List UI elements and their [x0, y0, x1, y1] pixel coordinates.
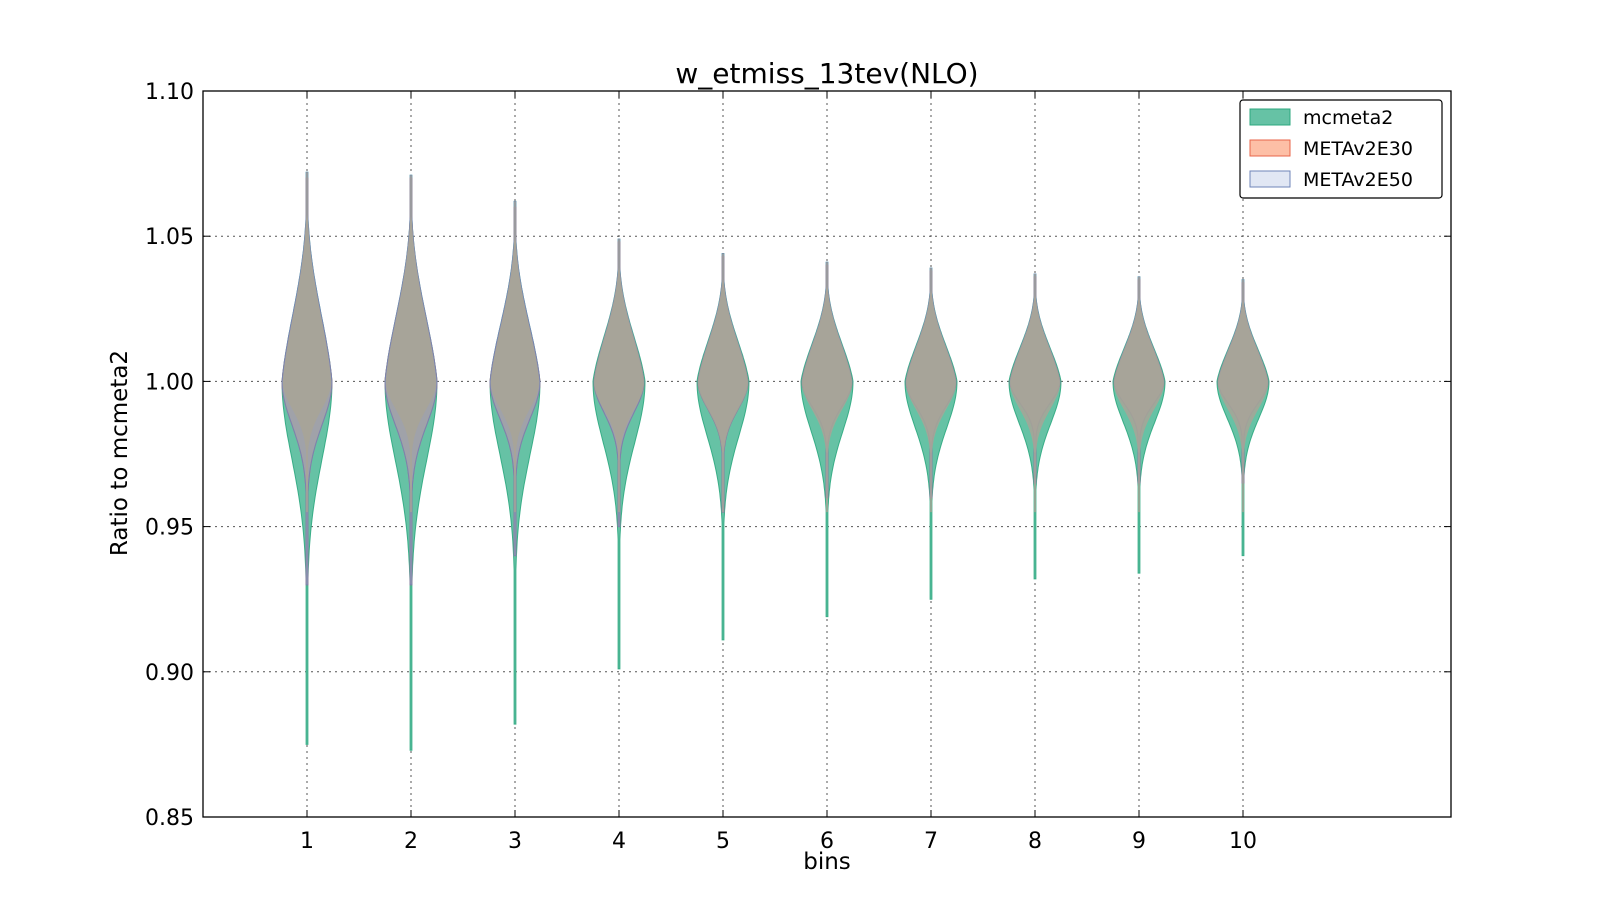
y-axis-label: Ratio to mcmeta2: [107, 350, 133, 556]
legend-swatch-METAv2E30: [1249, 139, 1291, 157]
y-tick-label: 0.95: [145, 516, 194, 541]
legend-swatch-METAv2E50: [1249, 170, 1291, 188]
violin-overlap-bin-1: [282, 172, 332, 513]
x-tick-label: 6: [820, 829, 834, 854]
x-tick-label: 10: [1229, 829, 1257, 854]
legend-label-METAv2E30: METAv2E30: [1303, 138, 1413, 160]
y-tick-label: 1.00: [145, 370, 194, 395]
chart-title: w_etmiss_13tev(NLO): [675, 57, 978, 90]
legend-label-METAv2E50: METAv2E50: [1303, 169, 1413, 191]
x-tick-label: 4: [612, 829, 626, 854]
violin-overlap-bin-3: [490, 201, 540, 513]
axes: 1 2 3 4 5 6 7 8 9 10 0.85 0.90 0.95 1.00 1.05 1.10: [145, 80, 1452, 854]
y-tick-label: 0.85: [145, 806, 194, 831]
legend: mcmeta2 METAv2E30 METAv2E50: [1239, 99, 1443, 199]
x-tick-label: 2: [404, 829, 418, 854]
violin-overlap-bin-8: [1009, 274, 1061, 513]
x-tick-label: 8: [1028, 829, 1042, 854]
violin-overlap-bin-9: [1113, 276, 1165, 513]
x-tick-label: 7: [924, 829, 938, 854]
violin-overlap-bin-4: [593, 239, 645, 513]
x-tick-label: 1: [300, 829, 314, 854]
x-axis-label: bins: [803, 849, 851, 875]
y-tick-label: 1.05: [145, 225, 194, 250]
violins: [281, 171, 1270, 751]
legend-label-mcmeta2: mcmeta2: [1303, 107, 1393, 129]
y-tick-label: 1.10: [145, 80, 194, 105]
violin-overlap-bin-5: [697, 253, 749, 513]
x-tick-label: 3: [508, 829, 522, 854]
plot-frame: [202, 90, 1452, 818]
violin-overlap-bin-7: [905, 268, 957, 513]
y-tick-label: 0.90: [145, 661, 194, 686]
violin-overlap-bin-6: [801, 262, 853, 513]
legend-swatch-mcmeta2: [1249, 108, 1291, 126]
violin-overlap-bin-2: [385, 175, 437, 513]
x-tick-label: 9: [1132, 829, 1146, 854]
x-tick-label: 5: [716, 829, 730, 854]
violin-overlap-bin-10: [1217, 279, 1269, 513]
